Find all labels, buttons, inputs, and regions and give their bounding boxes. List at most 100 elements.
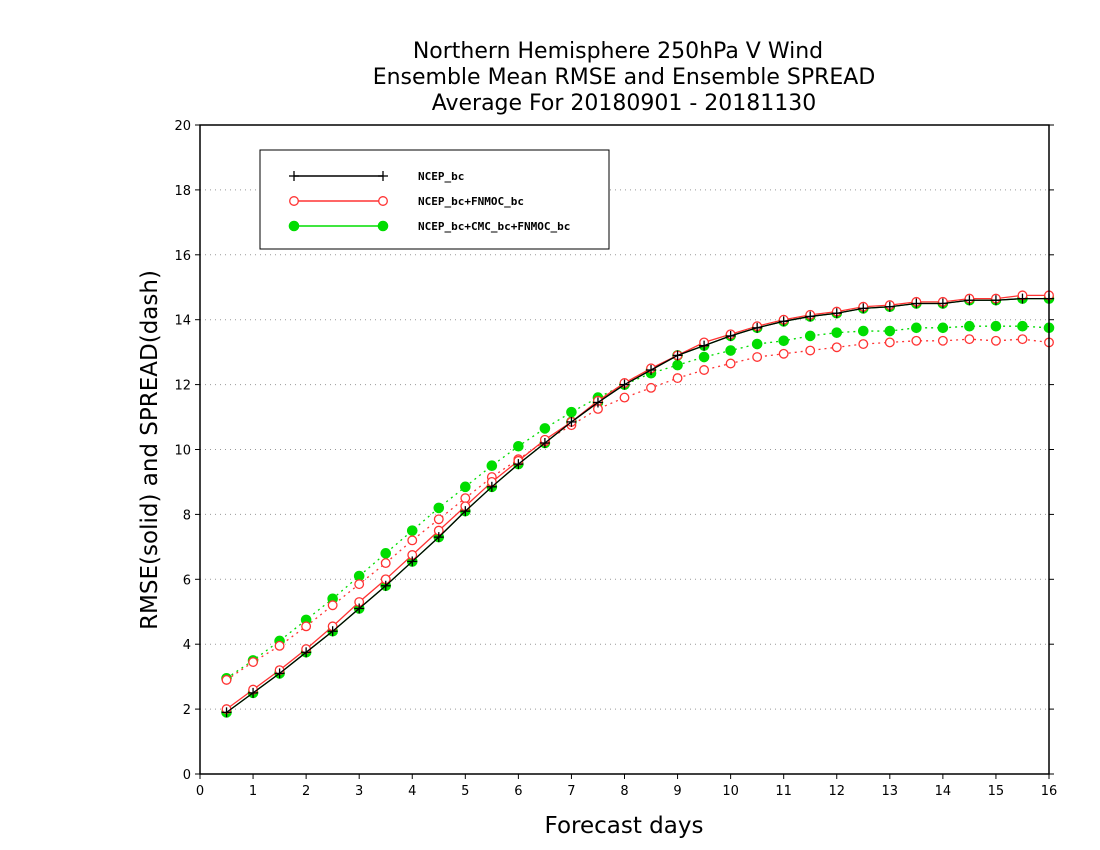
spread-point xyxy=(937,335,948,346)
spread-point xyxy=(354,579,365,590)
title-line-3: Average For 20180901 - 20181130 xyxy=(432,91,817,116)
spread-point xyxy=(751,338,763,350)
rmse-line xyxy=(226,297,1049,713)
x-tick-label: 13 xyxy=(882,784,899,799)
series-NCEP_bc xyxy=(221,293,1054,718)
rmse-point xyxy=(858,303,869,314)
spread-point xyxy=(699,365,710,375)
rmse-line xyxy=(226,297,1049,713)
spread-point xyxy=(672,359,683,371)
plot-frame xyxy=(199,124,1050,775)
x-tick-label: 11 xyxy=(775,784,792,799)
spread-point xyxy=(911,322,922,334)
spread-point xyxy=(327,600,338,611)
legend-marker xyxy=(289,196,299,206)
spread-point xyxy=(406,525,418,536)
legend: NCEP_bc NCEP_bc+FNMOC_bc NCEP_bc+CMC_bc+FN… xyxy=(259,149,610,250)
series-NCEP_bc+CMC_bc+FNMOC_bc xyxy=(221,293,1055,718)
title-line-1: Northern Hemisphere 250hPa V Wind xyxy=(413,39,823,64)
spread-point xyxy=(804,330,816,342)
legend-label: NCEP_bc+CMC_bc+FNMOC_bc xyxy=(418,220,570,233)
legend-label: NCEP_bc+FNMOC_bc xyxy=(418,195,524,208)
spread-point xyxy=(380,558,391,569)
rmse-line xyxy=(226,294,1049,710)
series-layer xyxy=(221,290,1055,718)
rmse-point xyxy=(248,687,259,698)
x-tick-label: 6 xyxy=(514,784,522,799)
y-tick-label: 12 xyxy=(174,379,191,394)
rmse-point xyxy=(619,379,630,390)
rmse-point xyxy=(274,668,285,679)
rmse-point xyxy=(937,298,948,309)
spread-point xyxy=(831,342,842,353)
spread-line xyxy=(226,338,1050,681)
rmse-point xyxy=(778,316,789,327)
spread-point xyxy=(380,548,392,559)
spread-point xyxy=(990,335,1001,346)
rmse-point xyxy=(646,364,657,375)
spread-point xyxy=(407,535,418,546)
chart-title: Northern Hemisphere 250hPa V Wind Ensemb… xyxy=(373,39,876,116)
rmse-point xyxy=(513,459,524,470)
x-tick-label: 3 xyxy=(355,784,363,799)
spread-point xyxy=(778,348,789,359)
x-tick-label: 0 xyxy=(196,784,204,799)
spread-point xyxy=(725,358,736,369)
spread-point xyxy=(460,481,471,493)
x-axis-title: Forecast days xyxy=(545,813,704,839)
spread-point xyxy=(566,406,577,418)
rmse-point xyxy=(752,322,763,333)
spread-point xyxy=(990,320,1002,332)
legend-marker xyxy=(288,220,300,232)
spread-point xyxy=(1017,320,1028,332)
spread-point xyxy=(646,382,656,393)
spread-point xyxy=(964,320,975,332)
spread-point xyxy=(964,334,975,345)
spread-point xyxy=(752,352,763,362)
y-tick-label: 18 xyxy=(174,184,191,199)
y-tick-label: 10 xyxy=(174,444,191,459)
rmse-point xyxy=(884,301,895,312)
spread-point xyxy=(778,335,789,347)
x-tick-label: 4 xyxy=(408,784,416,799)
rmse-point xyxy=(460,506,471,517)
spread-point xyxy=(486,460,498,472)
rmse-point xyxy=(566,416,577,427)
legend-marker xyxy=(377,220,389,232)
y-axis-title: RMSE(solid) and SPREAD(dash) xyxy=(137,270,163,630)
y-tick-label: 2 xyxy=(183,703,191,718)
legend-entry: NCEP_bc xyxy=(289,170,464,183)
x-tick-label: 14 xyxy=(935,784,952,799)
rmse-point xyxy=(380,580,391,591)
rmse-point xyxy=(301,647,312,658)
rmse-point xyxy=(1017,293,1028,304)
rmse-point xyxy=(354,603,365,614)
x-tick-label: 10 xyxy=(722,784,739,799)
spread-point xyxy=(1017,334,1028,345)
y-tick-label: 6 xyxy=(183,573,191,588)
spread-point xyxy=(858,339,869,349)
legend-entry: NCEP_bc+CMC_bc+FNMOC_bc xyxy=(288,220,570,233)
spread-point xyxy=(857,325,869,337)
legend-marker xyxy=(289,171,299,181)
x-tick-label: 15 xyxy=(988,784,1005,799)
x-tick-label: 5 xyxy=(461,784,469,799)
rmse-point xyxy=(964,295,975,306)
rmse-point xyxy=(911,298,922,309)
rmse-point xyxy=(221,707,232,718)
spread-point xyxy=(460,493,471,504)
rmse-point xyxy=(486,481,497,492)
y-tick-label: 14 xyxy=(174,314,191,329)
rmse-point xyxy=(327,626,338,637)
rmse-point xyxy=(805,311,816,322)
title-line-2: Ensemble Mean RMSE and Ensemble SPREAD xyxy=(373,65,876,90)
rmse-point xyxy=(725,330,736,341)
spread-point xyxy=(513,440,524,452)
y-tick-label: 0 xyxy=(183,768,191,783)
spread-point xyxy=(884,325,896,337)
spread-point xyxy=(884,337,895,348)
x-tick-label: 2 xyxy=(302,784,310,799)
rmse-point xyxy=(672,350,683,361)
x-tick-label: 1 xyxy=(249,784,257,799)
spread-point xyxy=(301,621,312,632)
